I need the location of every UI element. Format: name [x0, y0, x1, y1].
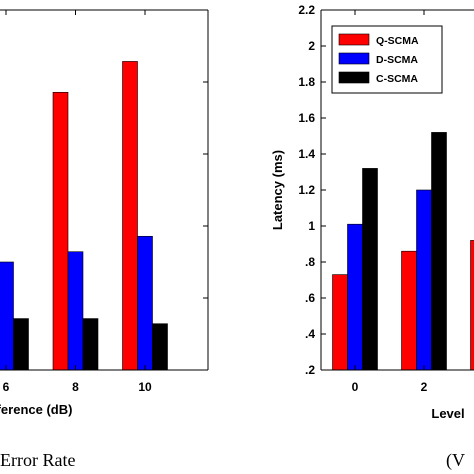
- legend-label-q-scma: Q-SCMA: [376, 35, 419, 47]
- right-chart: .2.4.6.811.21.41.61.822.20 2LevelLatency …: [270, 3, 474, 421]
- right-ytick-label-0.6: .6: [305, 291, 315, 305]
- right-xtick-label-0: 0: [352, 380, 359, 394]
- legend-swatch-c-scma: [338, 71, 370, 84]
- legend: Q-SCMA D-SCMA C-SCMA: [331, 25, 443, 94]
- bar-d-scma-10: [137, 235, 153, 371]
- bar-q-scma-2: [401, 250, 417, 371]
- legend-label-d-scma: D-SCMA: [376, 54, 418, 66]
- right-ytick-label-1.8: 1.8: [298, 75, 315, 89]
- left-chart: 6 8 10 rference (dB): [0, 9, 209, 417]
- right-ytick-label-1.2: 1.2: [298, 183, 315, 197]
- right-ytick-label-0.4: .4: [305, 327, 315, 341]
- bar-q-scma-0: [332, 274, 348, 371]
- bar-c-scma-10: [152, 323, 168, 371]
- right-y-axis-label: Latency (ms): [270, 150, 285, 230]
- bar-d-scma-2: [416, 189, 432, 371]
- left-x-axis-label: rference (dB): [0, 402, 72, 417]
- bar-q-scma-8: [52, 91, 69, 371]
- bar-d-scma-8: [67, 251, 84, 371]
- right-ytick-label-2.2: 2.2: [298, 3, 315, 17]
- right-ytick-label-0.2: .2: [305, 363, 315, 377]
- bar-c-scma-0: [362, 168, 378, 371]
- right-xtick-label-2: 2: [421, 380, 428, 394]
- right-ytick-label-1.6: 1.6: [298, 111, 315, 125]
- left-xtick-label-6: 6: [3, 380, 10, 394]
- right-x-axis-label: Level: [431, 406, 464, 421]
- right-ytick-label-2: 2: [308, 39, 315, 53]
- bar-c-scma-2: [431, 132, 447, 371]
- bar-d-scma-6: [0, 261, 14, 371]
- legend-swatch-d-scma: [338, 52, 370, 65]
- bar-d-scma-0: [347, 223, 363, 371]
- right-ytick-label-1.4: 1.4: [298, 147, 315, 161]
- bar-c-scma-8: [82, 318, 99, 371]
- bar-c-scma-6: [13, 318, 29, 371]
- left-caption: Error Rate: [0, 450, 75, 470]
- bar-q-scma-hidden: [470, 240, 474, 371]
- bar-q-scma-10: [122, 61, 138, 371]
- right-ytick-label-1: 1: [308, 219, 315, 233]
- legend-label-c-scma: C-SCMA: [376, 73, 418, 85]
- right-ytick-label-0.8: .8: [305, 255, 315, 269]
- left-xtick-label-10: 10: [138, 380, 152, 394]
- left-xtick-label-8: 8: [72, 380, 79, 394]
- right-caption: (V: [446, 450, 465, 471]
- legend-swatch-q-scma: [338, 33, 370, 46]
